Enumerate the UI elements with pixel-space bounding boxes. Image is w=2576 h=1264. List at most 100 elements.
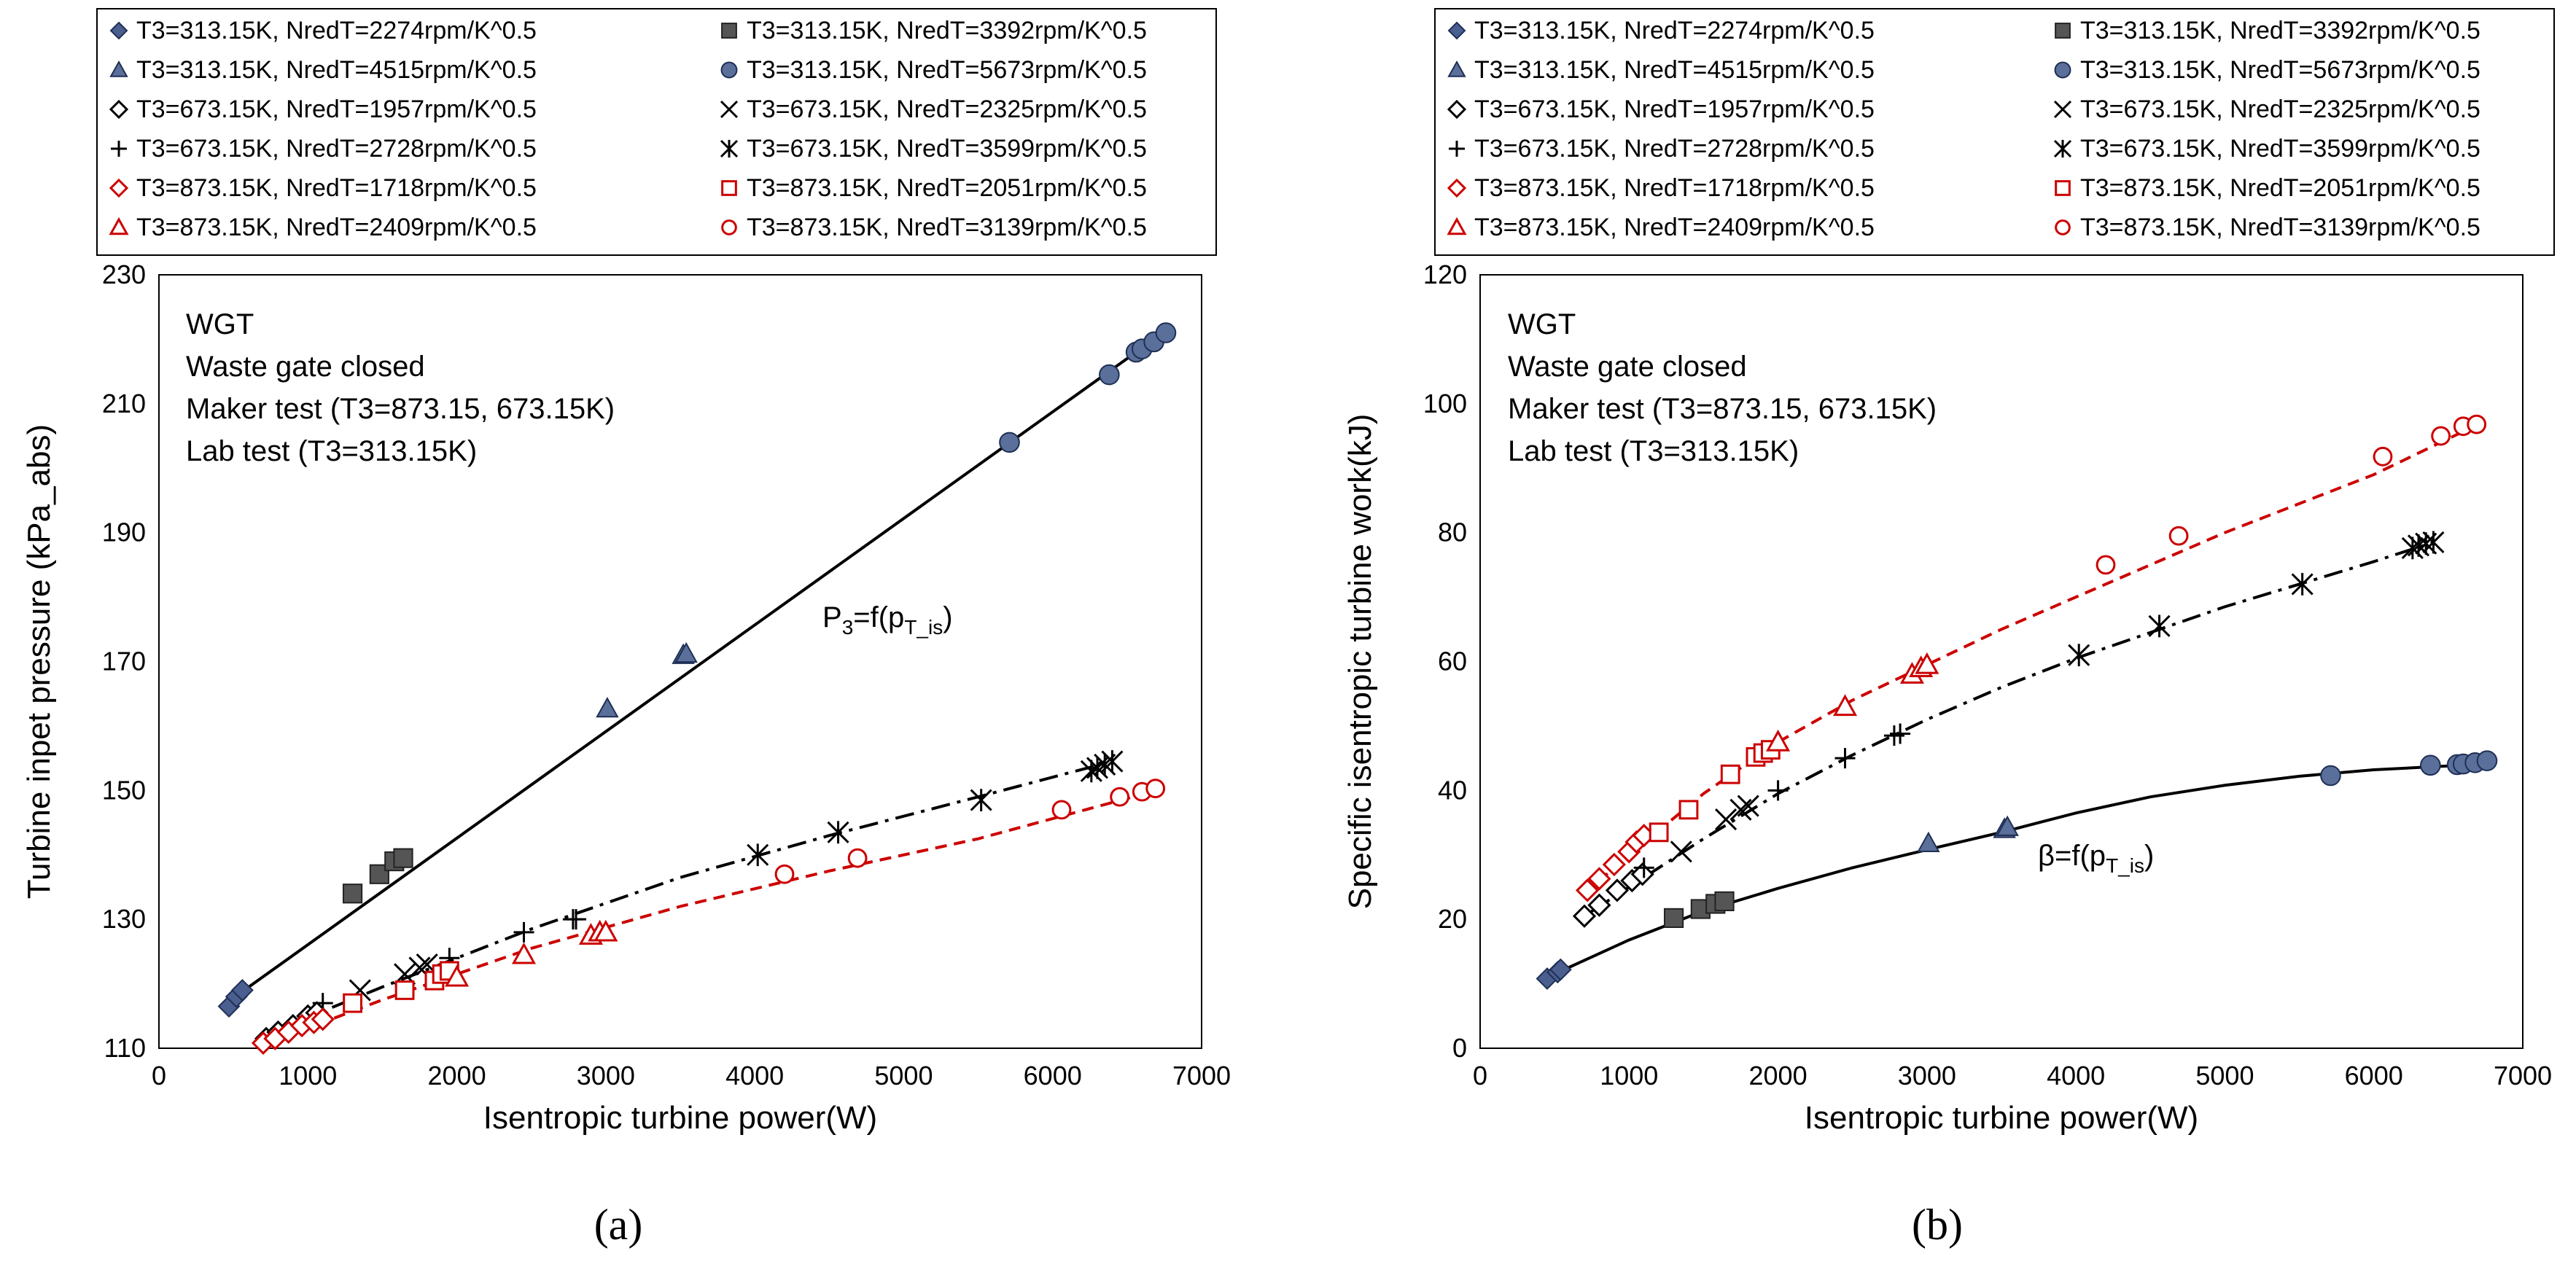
x-tick-label: 7000 [1172, 1061, 1231, 1091]
data-point [1917, 831, 1940, 853]
legend-label-s10: T3=873.15K, NredT=2051rpm/K^0.5 [2080, 174, 2480, 202]
x-tick-label: 0 [1473, 1061, 1487, 1091]
series-s12 [2096, 414, 2487, 575]
series-s7 [312, 909, 586, 1014]
legend-label-s3: T3=313.15K, NredT=4515rpm/K^0.5 [136, 56, 537, 84]
legend-marker-s6 [720, 100, 739, 119]
series-s2 [1663, 891, 1735, 928]
curve-label: P3=f(pT_is) [822, 601, 953, 639]
data-point [1670, 840, 1692, 863]
data-point [1587, 867, 1611, 891]
data-point [2476, 750, 2498, 771]
x-tick-label: 6000 [2345, 1061, 2403, 1091]
x-tick-label: 5000 [2195, 1061, 2254, 1091]
data-point [1737, 795, 1759, 817]
data-point [2373, 446, 2393, 467]
legend-marker-s4 [2054, 61, 2071, 79]
legend-label-s4: T3=313.15K, NredT=5673rpm/K^0.5 [747, 56, 1147, 84]
legend-label-s12: T3=873.15K, NredT=3139rpm/K^0.5 [747, 214, 1147, 241]
series-s8 [2068, 531, 2445, 667]
legend-marker-s2 [721, 23, 737, 39]
series-s4 [2320, 750, 2498, 787]
data-point [394, 980, 415, 1000]
data-point [1649, 822, 1669, 843]
curve-label-mid: =f(p [853, 601, 904, 633]
data-point [827, 821, 849, 844]
x-tick-label: 4000 [2047, 1061, 2105, 1091]
legend-label-s2: T3=313.15K, NredT=3392rpm/K^0.5 [2080, 17, 2480, 44]
data-point [1663, 908, 1684, 928]
legend-marker-s12 [2055, 219, 2071, 235]
data-point [1051, 800, 1072, 820]
annotation-line: WGT [186, 308, 254, 340]
series-s5 [1572, 862, 1654, 928]
data-point [1099, 364, 1120, 386]
legend-marker-s10 [721, 180, 737, 196]
data-point [1678, 800, 1699, 820]
annotation-line: Lab test (T3=313.15K) [1508, 435, 1799, 467]
legend: T3=313.15K, NredT=2274rpm/K^0.5 T3=313.15… [1434, 8, 2555, 256]
data-point [1575, 878, 1600, 902]
legend-marker-s6 [2053, 100, 2072, 119]
legend-frame [96, 8, 1217, 256]
x-axis-label: Isentropic turbine power(W) [1805, 1100, 2198, 1136]
legend-label-s1: T3=313.15K, NredT=2274rpm/K^0.5 [136, 17, 537, 44]
data-point [1587, 893, 1611, 917]
curve-label-main: β [2038, 840, 2055, 872]
legend-marker-s3 [1447, 60, 1466, 77]
legend-marker-s11 [1447, 216, 1467, 235]
legend-marker-s3 [109, 60, 128, 77]
curve-label-mid: =f(p [2055, 840, 2106, 872]
legend-label-s5: T3=673.15K, NredT=1957rpm/K^0.5 [1474, 95, 1875, 123]
legend-label-s10: T3=873.15K, NredT=2051rpm/K^0.5 [747, 174, 1147, 202]
y-tick-label: 80 [1438, 518, 1467, 547]
fit-curve-2 [1583, 541, 2435, 918]
legend-marker-s8 [720, 139, 739, 158]
y-tick-label: 170 [102, 647, 146, 676]
curve-label: β=f(pT_is) [2038, 840, 2154, 877]
data-point [2467, 414, 2487, 434]
data-point [674, 641, 698, 663]
data-point [594, 919, 618, 942]
y-tick-label: 120 [1423, 260, 1467, 289]
y-axis-label: Turbine inpet pressure (kPa_abs) [21, 424, 57, 899]
y-tick-label: 130 [102, 904, 146, 934]
legend-label-s9: T3=873.15K, NredT=1718rpm/K^0.5 [136, 174, 537, 202]
annotation-line: WGT [1508, 308, 1576, 340]
panel-b: T3=313.15K, NredT=2274rpm/K^0.5 T3=313.15… [1342, 8, 2555, 1136]
y-tick-label: 150 [102, 775, 146, 805]
x-tick-label: 3000 [577, 1061, 635, 1091]
curve-label-sub2: T_is [2106, 854, 2144, 877]
y-tick-label: 0 [1452, 1033, 1467, 1063]
legend-marker-s7 [1449, 141, 1465, 157]
data-point [393, 848, 413, 868]
data-point [1110, 787, 1130, 807]
data-point [1996, 815, 2019, 836]
data-point [2068, 644, 2090, 667]
legend-marker-s2 [2055, 23, 2071, 39]
legend-label-s6: T3=673.15K, NredT=2325rpm/K^0.5 [747, 95, 1147, 123]
data-point [2320, 765, 2341, 787]
plot-frame [1479, 274, 2524, 1049]
data-point [2420, 754, 2441, 776]
legend-marker-s1 [109, 21, 128, 40]
caption-a: (a) [594, 1201, 643, 1249]
data-point [1602, 852, 1626, 877]
data-point [1720, 764, 1740, 784]
legend-marker-s9 [109, 178, 129, 198]
x-tick-label: 3000 [1898, 1061, 1956, 1091]
legend-label-s12: T3=873.15K, NredT=3139rpm/K^0.5 [2080, 214, 2480, 241]
data-point [970, 789, 992, 811]
series-s9 [251, 1007, 335, 1056]
y-axis-label: Specific isentropic turbine work(kJ) [1342, 414, 1378, 910]
annotation-line: Waste gate closed [186, 351, 425, 383]
legend-label-s6: T3=673.15K, NredT=2325rpm/K^0.5 [2080, 95, 2480, 123]
data-point [747, 843, 769, 867]
data-point [343, 993, 362, 1013]
x-axis-label: Isentropic turbine power(W) [483, 1100, 877, 1136]
curve-label-sub: 3 [842, 616, 854, 639]
curve-label-end: ) [943, 601, 952, 633]
curve-label-end: ) [2144, 840, 2154, 872]
legend-label-s8: T3=673.15K, NredT=3599rpm/K^0.5 [2080, 135, 2480, 163]
series-s1 [1536, 958, 1572, 990]
